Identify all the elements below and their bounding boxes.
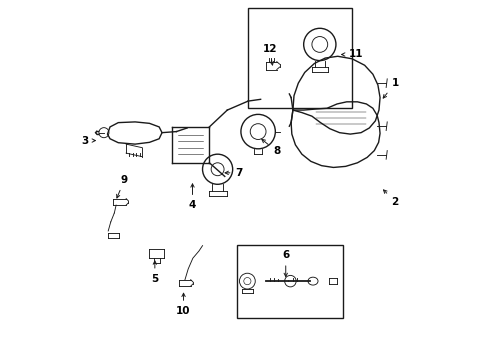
Text: 11: 11 (341, 49, 362, 59)
Text: 10: 10 (176, 293, 190, 316)
Text: 5: 5 (151, 261, 158, 284)
Text: 12: 12 (262, 44, 276, 65)
Text: 4: 4 (188, 184, 196, 210)
Bar (237, 244, 343, 318)
Bar (247, 8, 351, 108)
Text: 3: 3 (81, 136, 95, 145)
Text: 1: 1 (383, 78, 398, 98)
Text: 6: 6 (282, 250, 289, 276)
Text: 8: 8 (262, 139, 280, 156)
Text: 9: 9 (117, 175, 128, 198)
Text: 7: 7 (224, 168, 243, 178)
Text: 2: 2 (383, 190, 398, 207)
